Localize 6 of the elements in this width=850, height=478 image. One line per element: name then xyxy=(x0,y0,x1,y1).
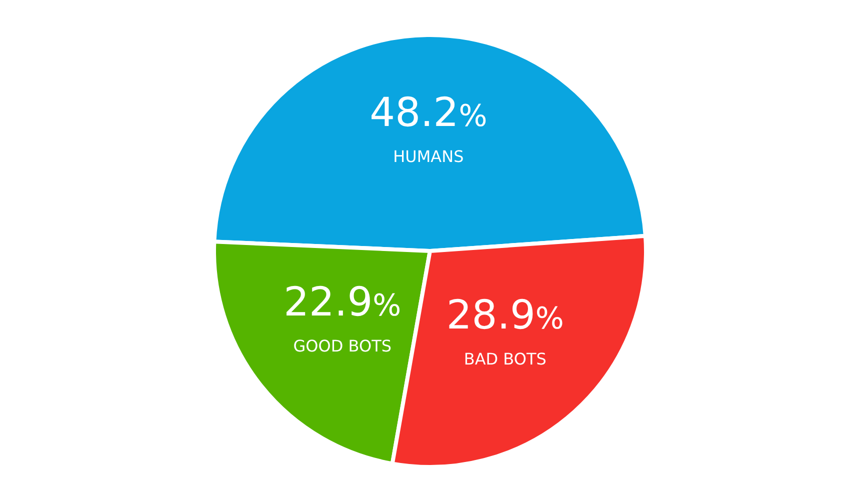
data-label: 28.9% xyxy=(446,292,564,338)
slice-label: BAD BOTS xyxy=(464,349,546,368)
data-label: 48.2% xyxy=(370,90,488,136)
data-label: 22.9% xyxy=(284,279,402,326)
slice-label: GOOD BOTS xyxy=(293,336,392,356)
slice-label: HUMANS xyxy=(393,147,464,166)
